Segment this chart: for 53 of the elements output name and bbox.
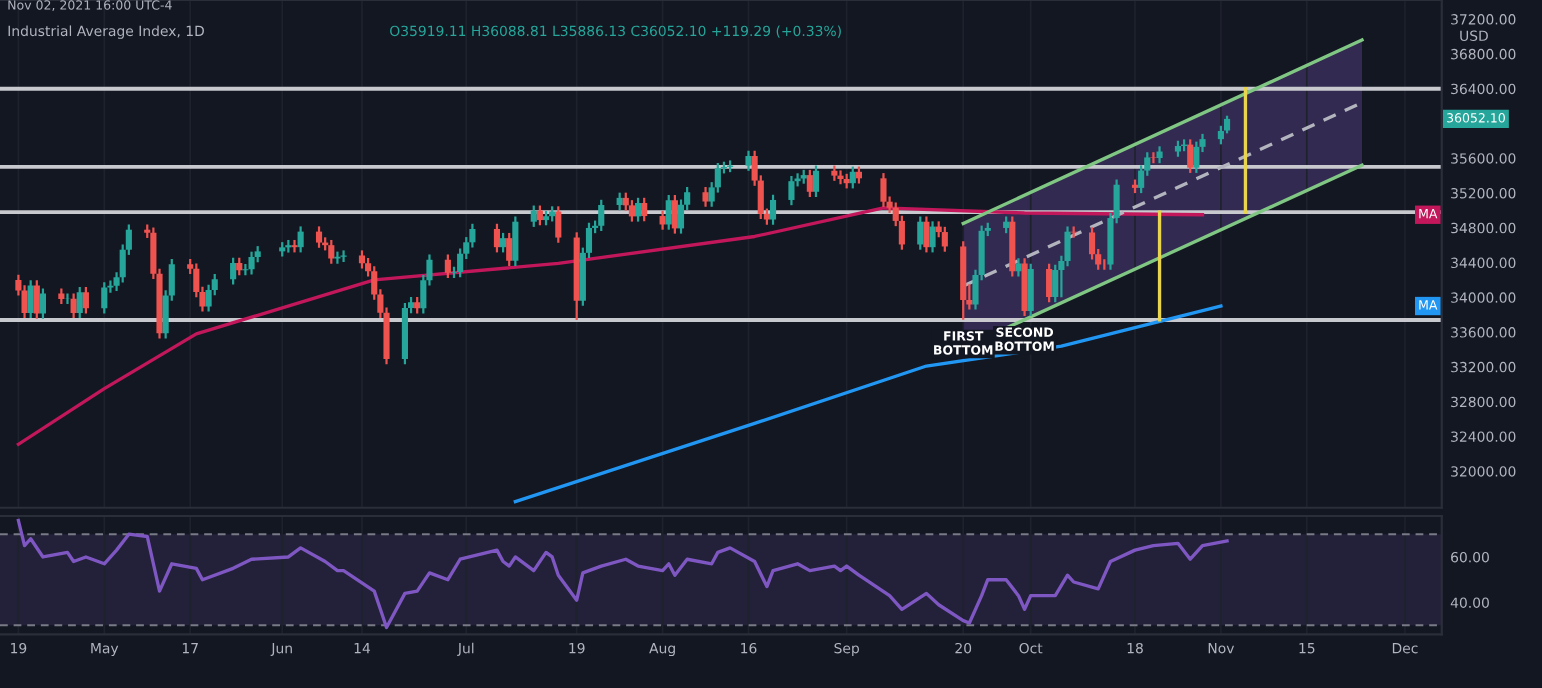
candlestick	[315, 225, 323, 249]
candlestick	[634, 196, 642, 223]
candlestick	[248, 250, 255, 276]
candlestick	[493, 222, 501, 254]
candlestick	[530, 204, 537, 229]
line-series	[16, 206, 1205, 446]
candlestick	[536, 204, 543, 227]
candlestick	[1052, 263, 1059, 304]
candlestick	[837, 169, 844, 186]
candlestick	[849, 165, 856, 190]
candlestick	[1046, 262, 1053, 304]
candlestick	[506, 231, 513, 268]
candlestick	[512, 215, 519, 268]
candlestick	[598, 198, 605, 233]
candlestick	[33, 279, 40, 320]
candlestick	[628, 199, 635, 223]
candlestick	[82, 285, 89, 315]
candlestick	[923, 215, 930, 254]
candlestick	[555, 205, 562, 244]
candlestick	[1021, 257, 1028, 318]
candlestick	[291, 238, 298, 254]
candlestick	[1217, 124, 1224, 146]
candlestick	[500, 231, 507, 254]
candlestick	[941, 225, 948, 253]
candlestick	[745, 149, 752, 172]
candlestick	[39, 287, 47, 320]
candlestick	[444, 253, 451, 280]
candlestick	[70, 292, 77, 320]
candlestick	[880, 171, 887, 209]
candlestick	[27, 279, 34, 320]
line-series	[513, 304, 1223, 504]
candlestick	[1193, 140, 1200, 175]
candlestick	[76, 285, 83, 320]
candlestick	[917, 215, 924, 251]
candlestick	[1027, 262, 1034, 318]
line-series	[16, 518, 1229, 630]
candlestick	[297, 225, 304, 254]
candlestick	[641, 196, 648, 223]
candlestick	[101, 281, 108, 315]
candlestick	[769, 193, 777, 226]
candlestick	[665, 193, 672, 231]
candlestick	[230, 256, 237, 286]
candlestick	[929, 220, 936, 254]
candlestick	[1187, 138, 1194, 175]
candlestick	[659, 209, 666, 231]
candlestick	[806, 168, 813, 199]
candlestick	[671, 193, 678, 235]
candlestick	[702, 185, 709, 208]
candlestick	[788, 174, 795, 207]
candlestick	[1150, 151, 1157, 165]
candlestick	[328, 238, 335, 265]
candlestick	[1015, 257, 1022, 278]
candlestick	[812, 164, 820, 199]
